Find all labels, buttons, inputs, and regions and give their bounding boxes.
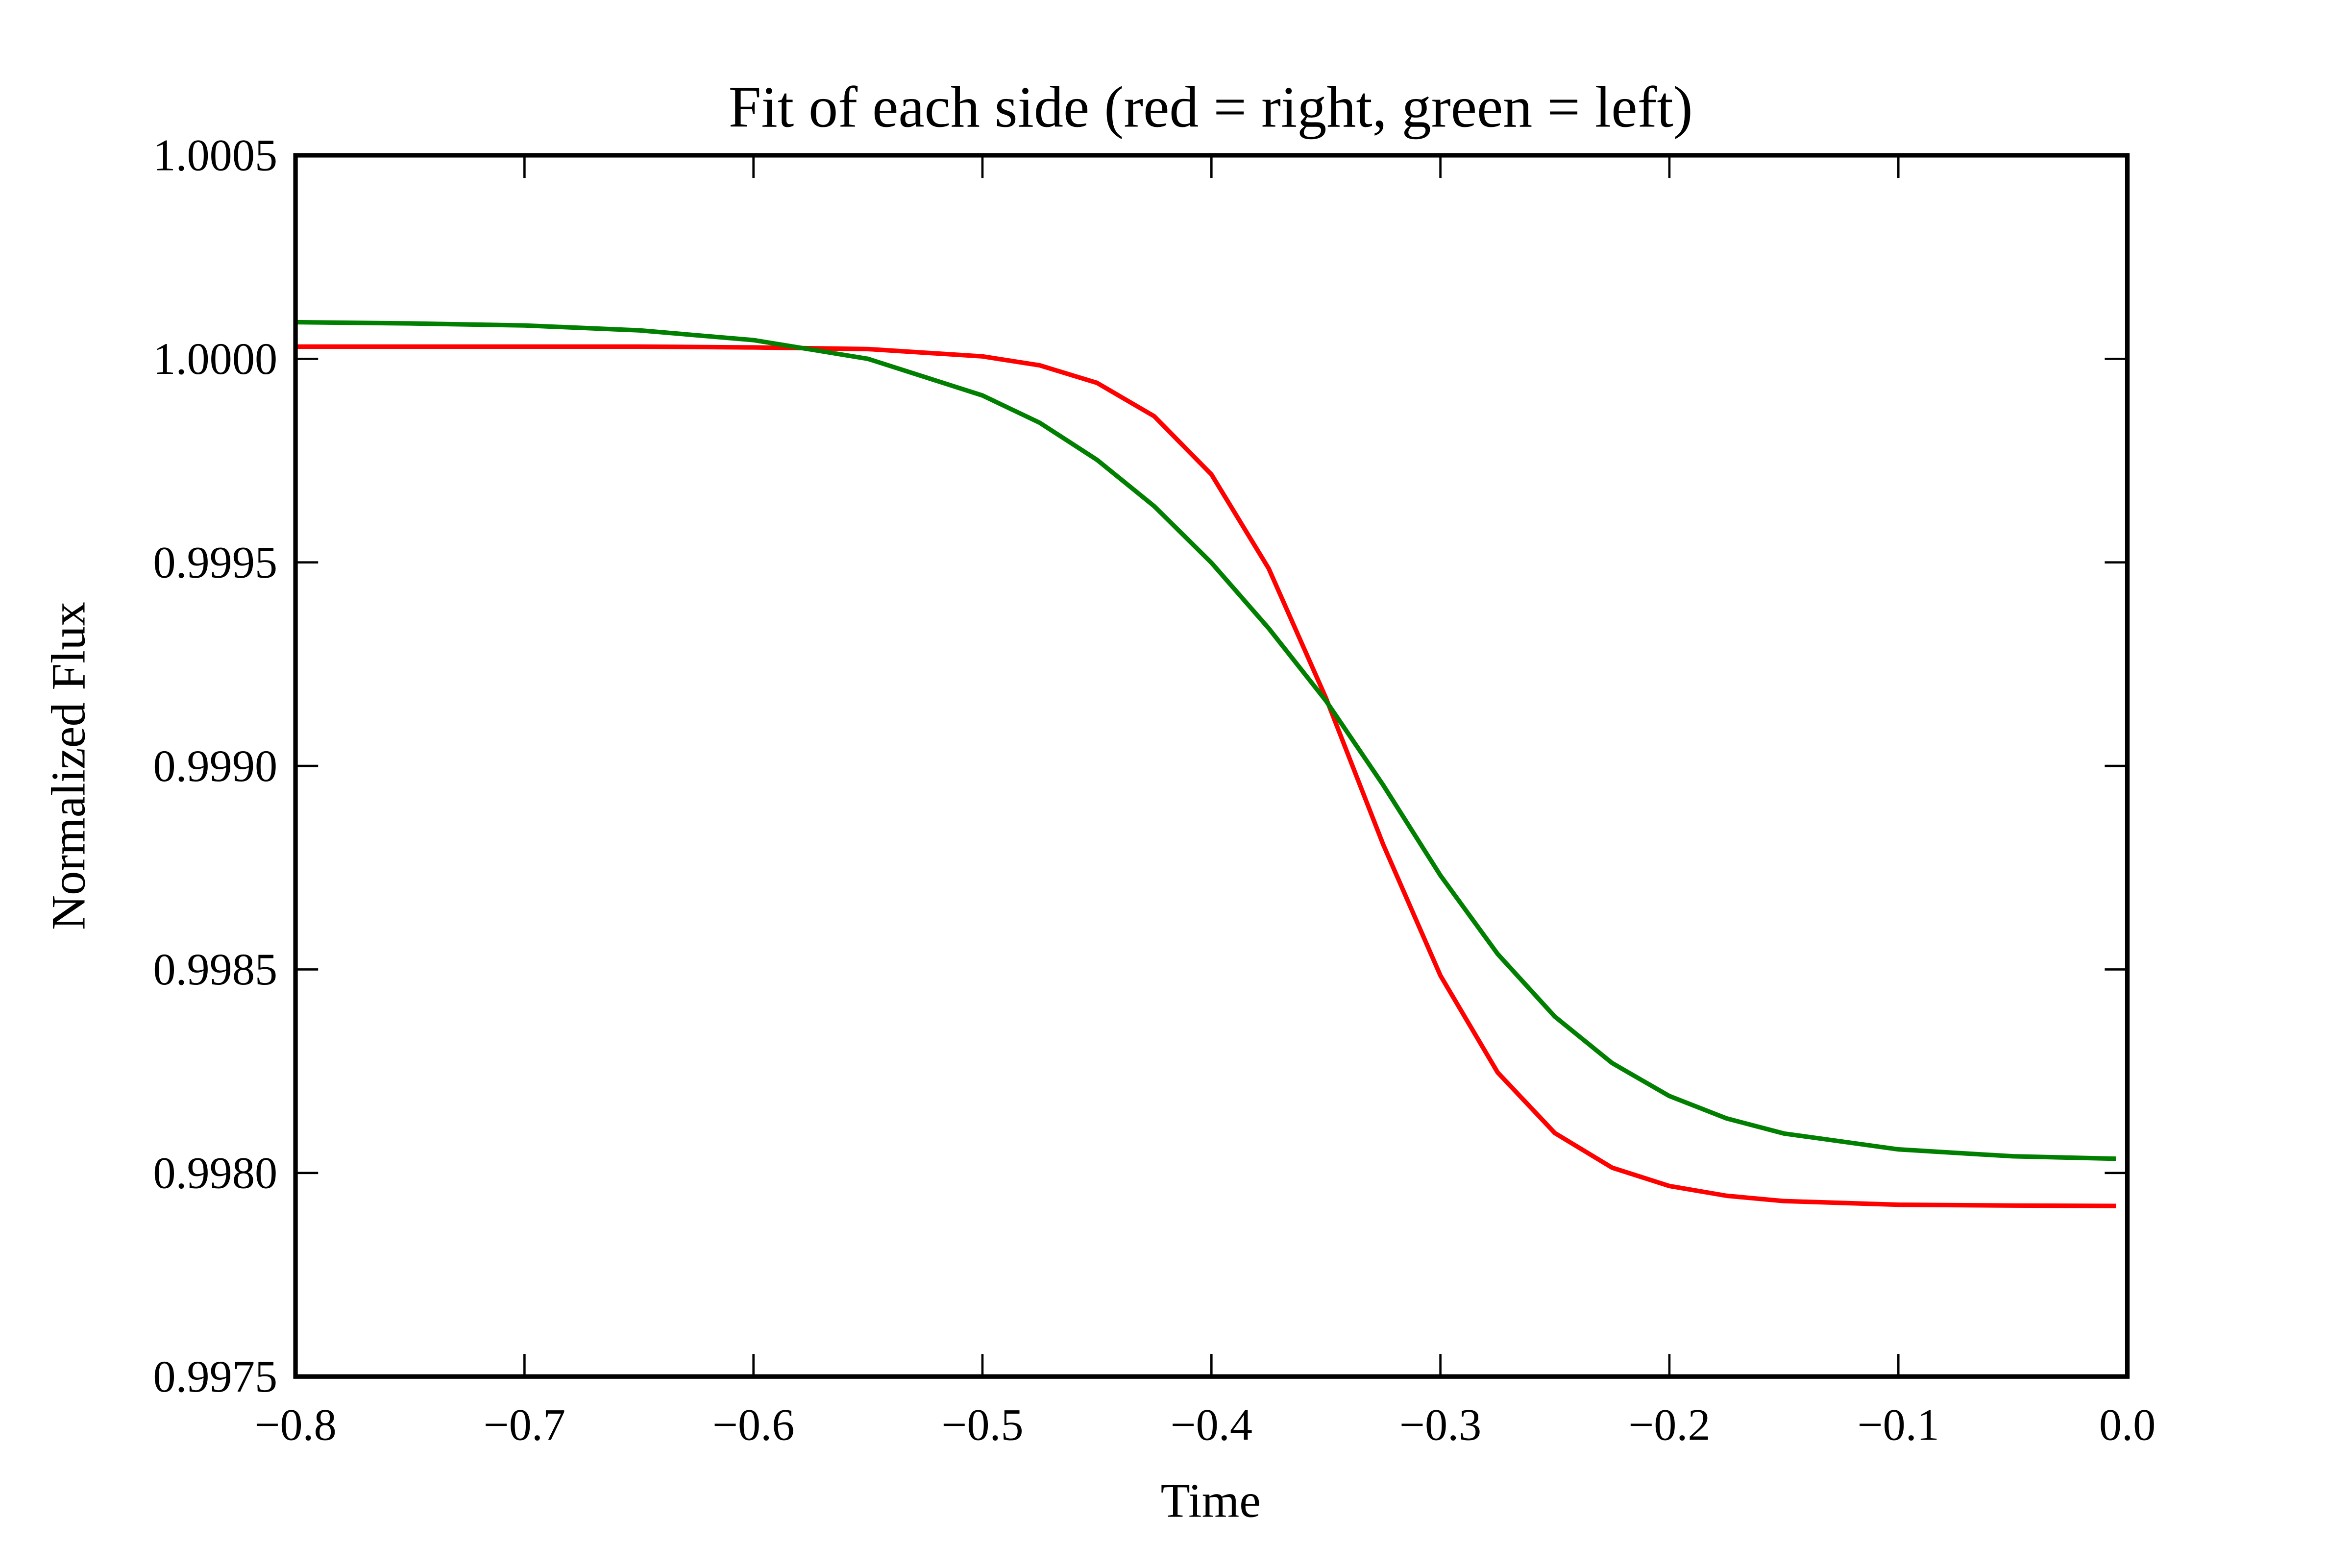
y-tick-label: 0.9995 xyxy=(153,537,277,587)
x-tick-label: 0.0 xyxy=(2099,1399,2156,1449)
x-axis-label: Time xyxy=(1161,1474,1261,1527)
y-tick-label: 1.0005 xyxy=(153,130,277,180)
y-tick-label: 0.9990 xyxy=(153,741,277,791)
line-series xyxy=(295,344,2116,1208)
x-tick-label: −0.3 xyxy=(1399,1399,1481,1449)
plot-frame xyxy=(293,153,2130,1379)
x-tick-label: −0.7 xyxy=(484,1399,565,1449)
x-tick-label: −0.8 xyxy=(254,1399,336,1449)
y-tick-label: 0.9985 xyxy=(153,944,277,994)
x-tick-label: −0.4 xyxy=(1171,1399,1252,1449)
x-tick-label: −0.6 xyxy=(712,1399,794,1449)
y-tick-label: 0.9975 xyxy=(153,1351,277,1401)
line-series xyxy=(295,319,2116,1161)
y-axis-label: Normalized Flux xyxy=(42,602,95,930)
x-tick-label: −0.5 xyxy=(941,1399,1023,1449)
y-tick-label: 1.0000 xyxy=(153,334,277,384)
x-tick-label: −0.2 xyxy=(1628,1399,1710,1449)
y-tick-label: 0.9980 xyxy=(153,1148,277,1198)
chart-title: Fit of each side (red = right, green = l… xyxy=(729,74,1693,139)
x-tick-label: −0.1 xyxy=(1858,1399,1939,1449)
